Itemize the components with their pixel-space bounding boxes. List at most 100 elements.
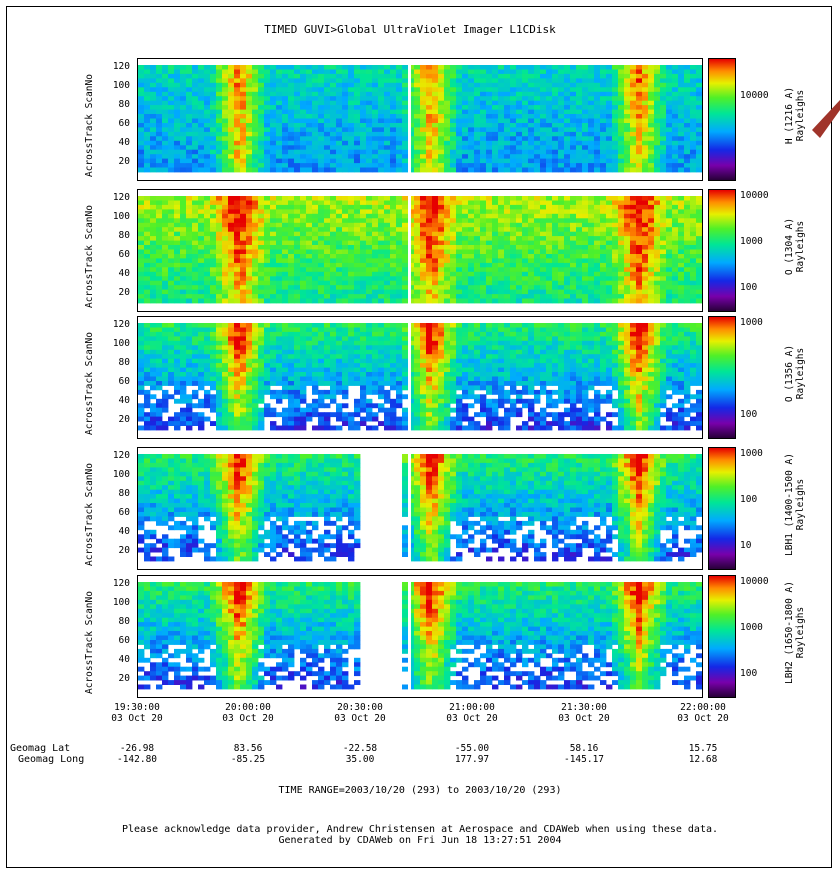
heatmap-cell [492, 222, 499, 228]
heatmap-cell [138, 262, 145, 268]
heatmap-cell [192, 327, 199, 333]
heatmap-cell [336, 236, 343, 241]
heatmap-cell [474, 78, 481, 84]
heatmap-cell [504, 245, 511, 250]
heatmap-cell [522, 289, 529, 295]
heatmap-cell [414, 131, 421, 137]
heatmap-cell [450, 271, 457, 277]
heatmap-cell [402, 87, 409, 93]
heatmap-cell [618, 96, 625, 102]
heatmap-cell [498, 271, 505, 277]
heatmap-cell [246, 109, 253, 115]
heatmap-cell [492, 78, 499, 84]
heatmap-cell [270, 289, 277, 295]
heatmap-cell [288, 118, 295, 124]
heatmap-cell [198, 398, 205, 404]
heatmap-cell [546, 136, 553, 142]
heatmap-cell [612, 65, 619, 70]
heatmap-cell [696, 213, 702, 219]
heatmap-cell [216, 69, 223, 75]
heatmap-cell [348, 96, 355, 102]
heatmap-cell [636, 158, 643, 164]
heatmap-cell [288, 105, 295, 110]
heatmap-cell [456, 209, 463, 215]
heatmap-cell [180, 240, 187, 246]
heatmap-cell [420, 245, 427, 250]
heatmap-cell [168, 78, 175, 84]
heatmap-cell [162, 227, 169, 233]
heatmap-cell [162, 118, 169, 124]
heatmap-cell [438, 200, 445, 206]
heatmap-cell [192, 394, 199, 400]
heatmap-cell [438, 82, 445, 88]
heatmap-cell [228, 403, 235, 409]
heatmap-cell [426, 145, 433, 151]
heatmap-cell [420, 87, 427, 93]
heatmap-cell [402, 262, 409, 268]
heatmap-cell [678, 249, 685, 255]
heatmap-cell [486, 200, 493, 206]
heatmap-cell [642, 145, 649, 151]
heatmap-cell [246, 91, 253, 97]
heatmap-cell [456, 258, 463, 264]
heatmap-cell [342, 123, 349, 128]
heatmap-cell [162, 358, 169, 364]
heatmap-cell [216, 109, 223, 115]
heatmap-cell [546, 294, 553, 299]
heatmap-cell [228, 425, 235, 431]
heatmap-cell [444, 82, 451, 88]
heatmap-cell [516, 136, 523, 142]
heatmap-cell [468, 105, 475, 110]
heatmap-cell [366, 254, 373, 259]
heatmap-cell [552, 196, 559, 201]
heatmap-cell [498, 65, 505, 70]
heatmap-cell [528, 209, 535, 215]
heatmap-cell [282, 222, 289, 228]
heatmap-cell [348, 87, 355, 93]
heatmap-cell [576, 280, 583, 286]
heatmap-cell [216, 209, 223, 215]
heatmap-cell [246, 236, 253, 241]
heatmap-cell [426, 123, 433, 128]
heatmap-cell [672, 109, 679, 115]
heatmap-cell [246, 114, 253, 119]
heatmap-cell [660, 231, 667, 237]
heatmap-cell [618, 249, 625, 255]
heatmap-cell [600, 105, 607, 110]
heatmap-cell [234, 105, 241, 110]
heatmap-cell [354, 65, 361, 70]
heatmap-cell [672, 298, 679, 304]
heatmap-cell [366, 105, 373, 110]
heatmap-cell [510, 254, 517, 259]
heatmap-cell [498, 267, 505, 273]
heatmap-cell [450, 136, 457, 142]
heatmap-cell [498, 204, 505, 210]
heatmap-cell [636, 245, 643, 250]
heatmap-cell [234, 294, 241, 299]
heatmap-cell [234, 218, 241, 224]
heatmap-cell [408, 105, 415, 110]
heatmap-cell [342, 262, 349, 268]
heatmap-cell [456, 96, 463, 102]
heatmap-cell [588, 254, 595, 259]
heatmap-cell [144, 100, 151, 106]
heatmap-cell [270, 294, 277, 299]
heatmap-cell [192, 336, 199, 342]
heatmap-cell [576, 262, 583, 268]
heatmap-cell [366, 82, 373, 88]
heatmap-cell [192, 213, 199, 219]
heatmap-cell [642, 140, 649, 146]
heatmap-cell [210, 385, 217, 391]
heatmap-cell [438, 145, 445, 151]
heatmap-cell [156, 149, 163, 155]
heatmap-cell [240, 105, 247, 110]
heatmap-cell [606, 154, 613, 160]
heatmap-cell [192, 69, 199, 75]
heatmap-cell [666, 109, 673, 115]
heatmap-cell [294, 294, 301, 299]
heatmap-cell [486, 254, 493, 259]
heatmap-cell [606, 158, 613, 164]
heatmap-cell [276, 236, 283, 241]
heatmap-cell [300, 204, 307, 210]
heatmap-cell [258, 227, 265, 233]
